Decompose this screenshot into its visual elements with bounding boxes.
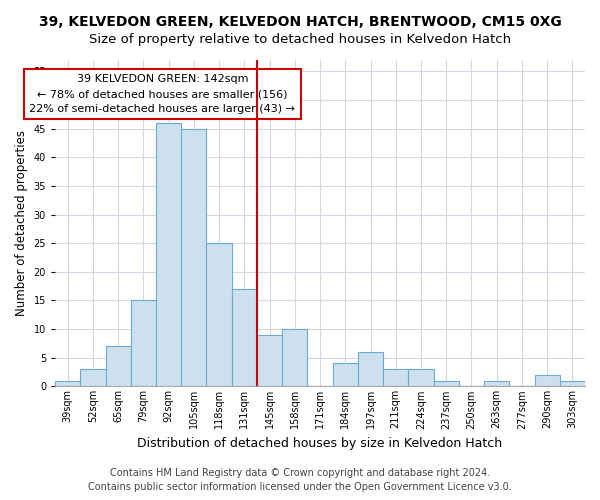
Bar (409, 369, 434, 386)
Bar (535, 375, 560, 386)
Bar (257, 335, 282, 386)
Y-axis label: Number of detached properties: Number of detached properties (15, 130, 28, 316)
Text: 39 KELVEDON GREEN: 142sqm
← 78% of detached houses are smaller (156)
22% of semi: 39 KELVEDON GREEN: 142sqm ← 78% of detac… (29, 74, 295, 114)
Bar (358, 352, 383, 386)
Bar (484, 380, 509, 386)
Text: Size of property relative to detached houses in Kelvedon Hatch: Size of property relative to detached ho… (89, 32, 511, 46)
Bar (206, 243, 232, 386)
Bar (232, 289, 257, 386)
Bar (55, 380, 80, 386)
Text: 39, KELVEDON GREEN, KELVEDON HATCH, BRENTWOOD, CM15 0XG: 39, KELVEDON GREEN, KELVEDON HATCH, BREN… (38, 15, 562, 29)
Bar (434, 380, 459, 386)
Bar (332, 364, 358, 386)
Bar (156, 123, 181, 386)
Bar (181, 128, 206, 386)
X-axis label: Distribution of detached houses by size in Kelvedon Hatch: Distribution of detached houses by size … (137, 437, 503, 450)
Bar (106, 346, 131, 387)
Bar (383, 369, 409, 386)
Bar (282, 329, 307, 386)
Bar (560, 380, 585, 386)
Bar (131, 300, 156, 386)
Text: Contains HM Land Registry data © Crown copyright and database right 2024.
Contai: Contains HM Land Registry data © Crown c… (88, 468, 512, 492)
Bar (80, 369, 106, 386)
